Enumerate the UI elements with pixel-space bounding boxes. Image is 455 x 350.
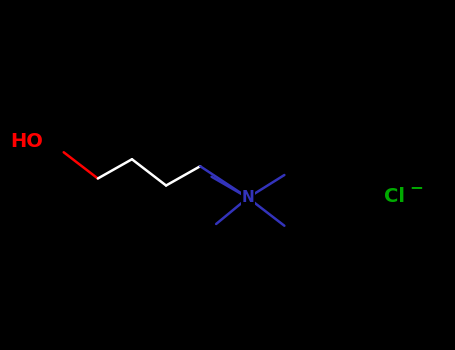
Text: N: N (242, 190, 254, 205)
Text: HO: HO (10, 132, 43, 151)
Text: Cl: Cl (384, 187, 405, 205)
Text: −: − (410, 178, 423, 196)
